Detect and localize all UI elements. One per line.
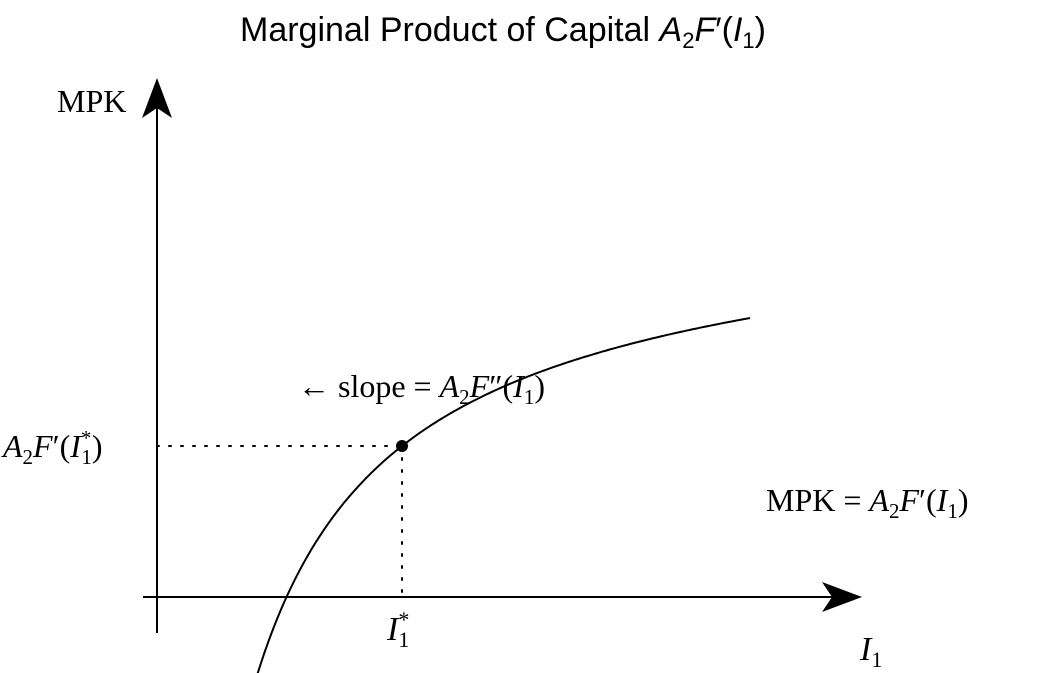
curve-label: MPK = A2F′(I1) — [766, 482, 968, 523]
diagram-title: Marginal Product of Capital A2F′(I1) — [240, 11, 766, 53]
slope-annotation: ← slope = A2F″(I1) — [298, 368, 545, 409]
optimum-point — [396, 440, 408, 452]
x-axis-label: I1 — [859, 631, 882, 672]
mpk-curve — [256, 317, 751, 673]
point-x-label: I* 1 — [386, 607, 409, 652]
y-axis-label: MPK — [57, 83, 126, 119]
point-y-label: A2F′(I* 1) — [1, 426, 103, 469]
